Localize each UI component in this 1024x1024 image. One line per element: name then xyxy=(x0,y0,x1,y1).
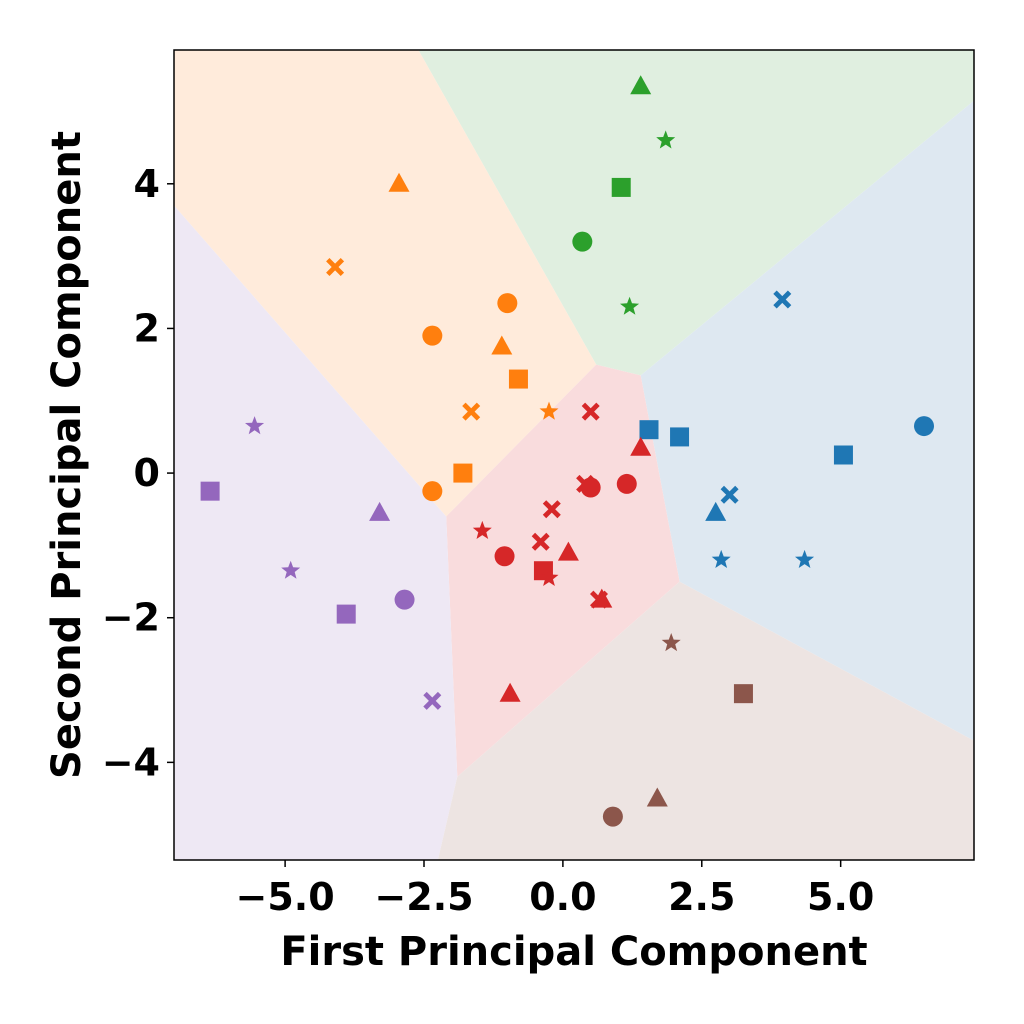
region-brown xyxy=(437,581,974,860)
x-axis-ticks: −5.0 −2.5 0.0 2.5 5.0 xyxy=(236,860,874,919)
data-point-orange-x xyxy=(462,402,481,421)
data-point-green-star xyxy=(620,296,640,315)
data-point-blue-circle xyxy=(914,416,934,437)
region-purple xyxy=(174,205,458,860)
y-tick-label: 2 xyxy=(134,306,160,350)
data-point-orange-circle xyxy=(422,325,443,346)
region-red xyxy=(446,364,680,777)
data-point-orange-triangle xyxy=(388,172,410,192)
data-point-brown-star xyxy=(661,633,681,652)
data-point-red-x xyxy=(581,402,600,421)
data-point-brown-triangle xyxy=(646,787,668,807)
cluster-regions xyxy=(174,50,974,860)
y-tick-label: −2 xyxy=(102,596,160,640)
data-point-red-x xyxy=(542,500,561,519)
data-point-red-star xyxy=(539,567,559,586)
data-point-orange-triangle xyxy=(491,335,513,355)
data-point-orange-circle xyxy=(497,293,518,314)
data-point-blue-star xyxy=(795,549,815,568)
data-point-purple-star xyxy=(245,416,265,435)
y-axis-label: Second Principal Component xyxy=(44,131,90,779)
y-tick-label: −4 xyxy=(102,740,160,784)
y-tick-label: 4 xyxy=(134,162,160,206)
data-point-blue-star xyxy=(711,549,731,568)
data-point-green-circle xyxy=(572,231,593,252)
data-point-blue-x xyxy=(773,290,792,309)
y-tick-label: 0 xyxy=(134,451,160,495)
data-point-purple-circle xyxy=(394,589,415,610)
data-point-blue-square xyxy=(833,445,853,465)
data-point-green-square xyxy=(611,177,631,197)
data-point-orange-x xyxy=(326,258,345,276)
data-point-orange-star xyxy=(539,401,559,420)
x-tick-label: 2.5 xyxy=(668,875,735,919)
data-point-green-triangle xyxy=(630,75,652,95)
data-point-orange-square xyxy=(453,463,473,483)
plot-frame xyxy=(173,49,975,861)
data-point-purple-square xyxy=(336,604,356,624)
data-point-brown-square xyxy=(733,684,753,704)
data-point-red-triangle xyxy=(557,541,579,561)
data-point-red-circle xyxy=(616,473,637,494)
region-green xyxy=(418,50,974,376)
x-tick-label: 0.0 xyxy=(529,875,596,919)
x-tick-label: −5.0 xyxy=(236,875,335,919)
data-point-blue-square xyxy=(639,420,659,440)
x-tick-label: 5.0 xyxy=(807,875,874,919)
data-point-blue-triangle xyxy=(705,501,727,521)
data-point-purple-x xyxy=(423,691,442,710)
x-tick-label: −2.5 xyxy=(374,875,473,919)
data-point-red-triangle xyxy=(630,436,652,456)
data-point-red-circle xyxy=(494,546,515,567)
data-point-red-x xyxy=(531,532,550,551)
y-axis-ticks: −4 −2 0 2 4 xyxy=(102,162,174,784)
region-orange xyxy=(174,50,597,517)
data-point-blue-square xyxy=(670,427,690,447)
data-point-red-circle xyxy=(580,477,601,498)
data-point-red-triangle xyxy=(499,682,521,702)
x-axis-label: First Principal Component xyxy=(280,929,867,975)
data-point-purple-star xyxy=(281,560,301,579)
data-point-orange-square xyxy=(508,369,528,389)
data-point-blue-x xyxy=(720,485,739,504)
data-point-green-star xyxy=(656,130,676,149)
data-point-brown-circle xyxy=(602,806,623,827)
region-blue xyxy=(640,100,974,741)
data-point-red-x xyxy=(590,590,608,609)
data-point-red-star xyxy=(472,520,492,539)
data-point-orange-circle xyxy=(422,481,443,502)
data-points xyxy=(200,75,934,827)
data-point-purple-square xyxy=(200,481,220,501)
data-point-purple-triangle xyxy=(369,501,391,521)
